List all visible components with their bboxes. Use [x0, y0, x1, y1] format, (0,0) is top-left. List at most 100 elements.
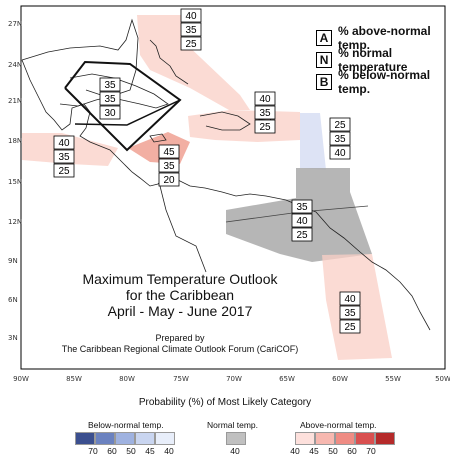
region-box-cell — [180, 8, 202, 23]
below-normal-label: Below-normal temp. — [88, 420, 164, 430]
key-below-text: % below-normal temp. — [338, 68, 431, 96]
region-box-value: 40 — [296, 216, 308, 227]
region-box-cell — [180, 36, 202, 51]
normal-scale — [226, 432, 246, 445]
region-box-value: 35 — [259, 108, 271, 119]
region-box-cell — [291, 199, 313, 214]
below-normal-swatch — [95, 432, 115, 445]
region-box-southern-caribbean: 35 40 25 — [291, 199, 313, 242]
region-box-cell — [254, 91, 276, 106]
region-box-guianas: 40 35 25 — [339, 291, 361, 334]
key-above: A % above-normal temp. — [316, 24, 450, 52]
longitude-labels: 90W 85W 80W 75W 70W 65W 60W 55W 50W — [13, 375, 450, 383]
longitude-label: 60W — [332, 375, 348, 383]
key-normal-letter: N — [316, 52, 333, 68]
below-normal-swatch — [75, 432, 95, 445]
region-box-value: 35 — [104, 94, 116, 105]
legend-title: Probability (%) of Most Likely Category — [138, 397, 312, 408]
region-box-cell — [53, 149, 75, 164]
region-box-cell — [180, 22, 202, 37]
region-box-bahamas: 40 35 25 — [180, 8, 202, 51]
region-box-cuba: 35 35 30 — [99, 77, 121, 120]
gulf-coast — [21, 18, 139, 107]
above-normal-swatch — [355, 432, 375, 445]
prepared-by-line-2: The Caribbean Regional Climate Outlook F… — [61, 344, 299, 354]
map-title-line-2: for the Caribbean — [125, 287, 235, 303]
region-box-cell — [99, 91, 121, 106]
normal-tick: 40 — [230, 446, 240, 456]
region-box-cell — [99, 105, 121, 120]
map-title-line-1: Maximum Temperature Outlook — [82, 271, 278, 287]
region-box-value: 20 — [163, 175, 175, 186]
longitude-label: 50W — [435, 375, 450, 383]
latitude-label: 6N — [8, 296, 18, 304]
region-box-value: 35 — [104, 80, 116, 91]
normal-swatch — [226, 432, 246, 445]
key-above-letter: A — [316, 30, 332, 46]
cuba-region-outline — [64, 60, 182, 152]
region-box-cell — [339, 305, 361, 320]
hispaniola-coast — [199, 111, 251, 131]
region-box-cell — [53, 135, 75, 150]
above-normal-tick: 50 — [328, 446, 338, 456]
longitude-label: 80W — [119, 375, 135, 383]
region-box-value: 35 — [334, 134, 346, 145]
above-normal-tick: 45 — [309, 446, 319, 456]
above-normal-swatch — [375, 432, 395, 445]
region-box-value: 40 — [259, 94, 271, 105]
longitude-label: 65W — [279, 375, 295, 383]
longitude-label: 70W — [226, 375, 242, 383]
latitude-label: 15N — [8, 178, 22, 186]
region-box-value: 45 — [163, 147, 175, 158]
latitude-label: 9N — [8, 257, 18, 265]
region-box-cell — [254, 105, 276, 120]
region-box-value: 25 — [259, 122, 271, 133]
below-normal-tick: 40 — [164, 446, 174, 456]
bahamas-area — [137, 15, 250, 110]
below-normal-swatch — [135, 432, 155, 445]
region-box-cell — [158, 144, 180, 159]
region-box-cell — [291, 227, 313, 242]
region-box-value: 25 — [185, 39, 197, 50]
jamaica-coast — [149, 133, 167, 143]
region-box-value: 25 — [344, 322, 356, 333]
region-box-cell — [329, 145, 351, 160]
region-box-cell — [339, 319, 361, 334]
below-normal-tick: 60 — [107, 446, 117, 456]
bahamas-islands — [149, 39, 189, 85]
region-box-value: 40 — [334, 148, 346, 159]
region-box-value: 40 — [58, 138, 70, 149]
key-normal-text: % normal temperature — [338, 46, 408, 74]
below-normal-swatch — [115, 432, 135, 445]
central-america-north-area — [22, 133, 118, 166]
region-box-value: 40 — [185, 11, 197, 22]
normal-label: Normal temp. — [207, 420, 259, 430]
region-box-value: 35 — [296, 202, 308, 213]
above-normal-tick: 60 — [347, 446, 357, 456]
region-box-cell — [291, 213, 313, 228]
below-normal-scale — [75, 432, 175, 445]
region-box-jamaica: 45 35 20 — [158, 144, 180, 187]
above-normal-swatch — [295, 432, 315, 445]
region-box-lesser-antilles-north: 25 35 40 — [329, 117, 351, 160]
region-box-value: 35 — [58, 152, 70, 163]
region-box-cell — [99, 77, 121, 92]
mainland-coast — [21, 59, 431, 331]
below-normal-tick: 70 — [88, 446, 98, 456]
region-box-value: 30 — [104, 108, 116, 119]
longitude-label: 55W — [385, 375, 401, 383]
key-below: B % below-normal temp. — [316, 68, 450, 96]
latitude-label: 24N — [8, 61, 22, 69]
region-box-value: 25 — [296, 230, 308, 241]
above-normal-tick: 70 — [366, 446, 376, 456]
region-box-hispaniola: 40 35 25 — [254, 91, 276, 134]
key-normal: N % normal temperature — [316, 46, 450, 74]
above-normal-swatch — [315, 432, 335, 445]
latitude-label: 27N — [8, 20, 22, 28]
longitude-label: 75W — [173, 375, 189, 383]
map-title: Maximum Temperature Outlook for the Cari… — [30, 271, 330, 319]
latitude-label: 21N — [8, 97, 22, 105]
latitude-label: 18N — [8, 137, 22, 145]
